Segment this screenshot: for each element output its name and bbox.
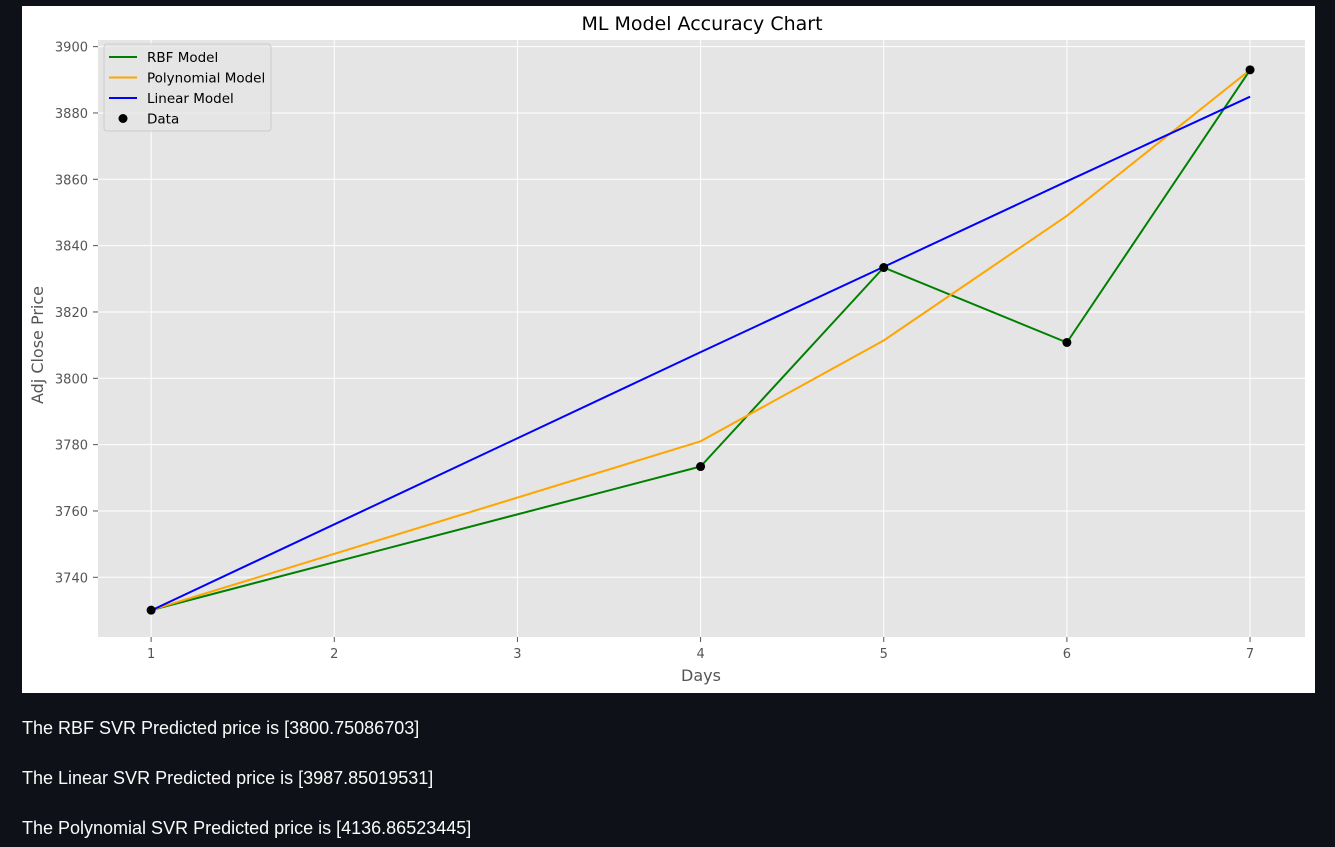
y-tick-label: 3740 (55, 571, 88, 586)
y-tick-label: 3900 (55, 41, 88, 56)
x-tick-label: 2 (330, 647, 338, 662)
data-point (1062, 337, 1072, 347)
legend-rbf-model-label: RBF Model (147, 50, 218, 66)
y-tick-label: 3760 (55, 505, 88, 520)
x-axis-label: Days (681, 666, 721, 685)
legend-linear-model-label: Linear Model (147, 91, 234, 107)
y-tick-label: 3860 (55, 173, 88, 188)
y-tick-label: 3880 (55, 107, 88, 122)
y-tick-label: 3840 (55, 240, 88, 255)
x-tick-label: 7 (1246, 647, 1254, 662)
data-point (146, 605, 156, 615)
y-tick-label: 3800 (55, 372, 88, 387)
y-tick-label: 3780 (55, 439, 88, 454)
y-axis-label: Adj Close Price (28, 286, 47, 404)
y-tick-label: 3820 (55, 306, 88, 321)
legend-polynomial-model-label: Polynomial Model (147, 71, 265, 87)
chart-svg: 1 2 3 4 5 6 7 3740 3760 3780 3800 3820 3840 3860 3880 3… (28, 13, 1305, 685)
accuracy-chart: 1 2 3 4 5 6 7 3740 3760 3780 3800 3820 3840 3860 3880 3… (22, 6, 1315, 693)
data-point (1245, 65, 1255, 75)
axis-ticks: 1 2 3 4 5 6 7 3740 3760 3780 3800 3820 3840 3860 3880 3… (55, 41, 1254, 662)
legend: RBF Model Polynomial Model Linear Model Dat… (103, 43, 272, 132)
polynomial-model-line (150, 69, 1251, 612)
legend-data-label: Data (147, 112, 179, 128)
legend-data-marker (118, 114, 128, 123)
plot-area (98, 40, 1305, 637)
data-point (696, 462, 706, 472)
x-tick-label: 1 (147, 647, 155, 662)
x-tick-label: 3 (513, 647, 521, 662)
data-point (879, 263, 889, 273)
linear-prediction-text: The Linear SVR Predicted price is [3987.… (22, 768, 434, 788)
polynomial-prediction-text: The Polynomial SVR Predicted price is [4… (22, 818, 472, 838)
data-points (146, 65, 1255, 615)
x-tick-label: 5 (880, 647, 888, 662)
rbf-prediction-text: The RBF SVR Predicted price is [3800.750… (22, 718, 420, 738)
legend-box (103, 43, 272, 132)
x-tick-label: 6 (1063, 647, 1071, 662)
x-tick-label: 4 (696, 647, 704, 662)
chart-title: ML Model Accuracy Chart (581, 13, 822, 35)
